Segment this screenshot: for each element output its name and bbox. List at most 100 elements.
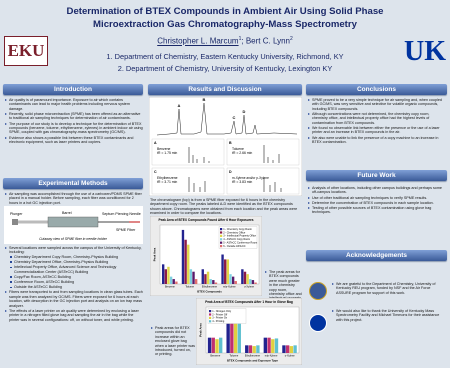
bar xyxy=(226,259,230,284)
bar xyxy=(164,269,167,284)
x-tick-label: o-Xylene xyxy=(285,355,295,358)
section-heading: Future Work xyxy=(306,170,447,181)
chart-title: Peak Area of BTEX Compounds Found After … xyxy=(158,218,253,222)
sub-bullet: Conference Room, ASTeCC Building xyxy=(10,280,143,284)
author-sup: 1 xyxy=(238,36,242,42)
bullet: Analysis of other locations, including o… xyxy=(308,186,446,195)
y-axis-label: Peak Area xyxy=(199,323,203,337)
bar xyxy=(207,337,212,353)
logo-eku: EKU xyxy=(4,36,48,66)
sub-bullet: Intellectual Property Office, Advanced S… xyxy=(10,265,143,274)
x-axis-label: BTEX Compounds and Exposure Type xyxy=(227,359,278,363)
sub-bullet: Chemistry Department Copy Room, Chemistr… xyxy=(10,255,143,259)
bullet: Recently, solid phase microextraction (S… xyxy=(5,112,143,121)
bar xyxy=(206,271,210,284)
spectrum-lines xyxy=(188,145,282,192)
panel-name: Benzene xyxy=(157,147,170,151)
bullet-list: Air sampling was accomplished through th… xyxy=(4,192,143,205)
logo-uk: UK xyxy=(404,36,446,67)
plunger xyxy=(12,219,18,225)
peak-label: D xyxy=(243,109,246,114)
bar xyxy=(187,244,190,284)
bar xyxy=(167,266,170,284)
legend-box xyxy=(218,226,258,249)
legend-swatch xyxy=(220,231,223,234)
legend-swatch xyxy=(220,238,223,241)
bullet-list: Air quality is of paramount importance. … xyxy=(4,98,143,144)
bullet-list: Peak areas for BTEX compounds did not in… xyxy=(150,326,195,357)
section-body: Air sampling was accomplished through th… xyxy=(4,192,143,206)
legend-box xyxy=(207,308,247,324)
x-tick-label: Benzene xyxy=(210,355,220,358)
section-heading: Experimental Methods xyxy=(3,178,143,189)
legend-swatch xyxy=(220,228,223,231)
bullet: Several locations were sampled across th… xyxy=(5,246,143,290)
x-tick-label: m/p-Xylene xyxy=(223,286,236,289)
panel-rt: tR = 3.71 min xyxy=(157,180,177,184)
bar xyxy=(293,345,297,353)
affiliation: 1. Department of Chemistry, Eastern Kent… xyxy=(106,52,344,61)
bar xyxy=(215,339,219,353)
legend-swatch xyxy=(209,310,212,313)
bar xyxy=(181,229,185,284)
bullet: Testing of other possible sources of BTE… xyxy=(308,206,446,215)
panel xyxy=(151,167,225,195)
bullet: Peak areas for BTEX compounds did not in… xyxy=(151,326,195,357)
bullet: Air quality is of paramount importance. … xyxy=(5,98,143,111)
peak-label: B xyxy=(203,97,206,102)
diagram-caption: Cutaway view of SPME fiber in needle hol… xyxy=(39,237,108,241)
x-tick-label: Ethylbenzene xyxy=(245,355,261,358)
bar xyxy=(184,239,187,284)
bar xyxy=(192,271,195,284)
panel xyxy=(226,138,300,166)
panel-rt: tR = 3.83 min xyxy=(232,180,252,184)
legend-label: 2 - Chemistry Office xyxy=(223,231,246,234)
peak-label: C xyxy=(233,115,236,120)
legend-label: 1 - Chemistry Copy Room xyxy=(223,228,252,231)
bullet: The purpose of our study is to develop a… xyxy=(5,121,143,135)
legend-label: 4 - Printing xyxy=(212,320,225,323)
diagram-label: Plunger xyxy=(10,212,23,216)
spectrum-panels xyxy=(151,138,300,195)
x-axis-label: BTEX Compounds xyxy=(197,290,222,294)
bar xyxy=(161,264,165,284)
sub-bullet: Copy/Fax Room, ASTeCC Building xyxy=(10,275,143,279)
bar xyxy=(226,314,230,353)
bar xyxy=(224,259,227,284)
bar-chart: Peak Area of BTEX Compounds Found After … xyxy=(150,216,262,296)
barrel xyxy=(47,216,99,228)
section-body: Peak areas for BTEX compounds did not in… xyxy=(150,326,195,358)
bullet: The effects of a laser printer on air qu… xyxy=(5,309,143,322)
legend-label: 3 - Intellectual Property Office xyxy=(223,235,256,238)
bar xyxy=(243,271,247,284)
panel-letter: D xyxy=(229,170,232,174)
chromatograms: A B C D A Benzene tR = 1.75 min B Toluen… xyxy=(149,97,302,196)
panel xyxy=(151,138,225,166)
bar xyxy=(231,276,235,284)
bar xyxy=(252,346,256,353)
diagram-label: Septum Piercing Needle xyxy=(102,212,141,216)
bar xyxy=(256,345,260,353)
sub-bullet: Chemistry Department Office, Chemistry-P… xyxy=(10,260,143,264)
panel-name: Ethylbenzene xyxy=(157,176,178,180)
x-tick-label: Benzene xyxy=(165,286,175,289)
bullet-list: We are grateful to the Department of Che… xyxy=(331,282,446,323)
bullet: Evidence also shows a possible link betw… xyxy=(5,136,143,145)
bar-chart: Peak Area of BTEX Compounds After 1 Hour… xyxy=(196,298,302,365)
section-heading: Acknowledgements xyxy=(306,250,447,261)
author-name: Bert C. Lynn xyxy=(245,36,290,46)
bar xyxy=(172,279,175,284)
legend-swatch xyxy=(209,316,212,319)
bar xyxy=(274,338,279,353)
bar xyxy=(234,281,237,284)
bar xyxy=(267,337,271,353)
legend-label: 2 - Printer Off xyxy=(212,313,227,316)
bar xyxy=(194,279,198,284)
bar xyxy=(263,337,268,353)
panel-letter: C xyxy=(154,170,157,174)
bar xyxy=(285,345,290,353)
bar xyxy=(201,269,204,284)
bar xyxy=(169,276,173,284)
authors: Christopher L. Marcum1; Bert C. Lynn2 xyxy=(55,36,395,46)
bullet: We are grateful to the Department of Che… xyxy=(332,282,446,295)
